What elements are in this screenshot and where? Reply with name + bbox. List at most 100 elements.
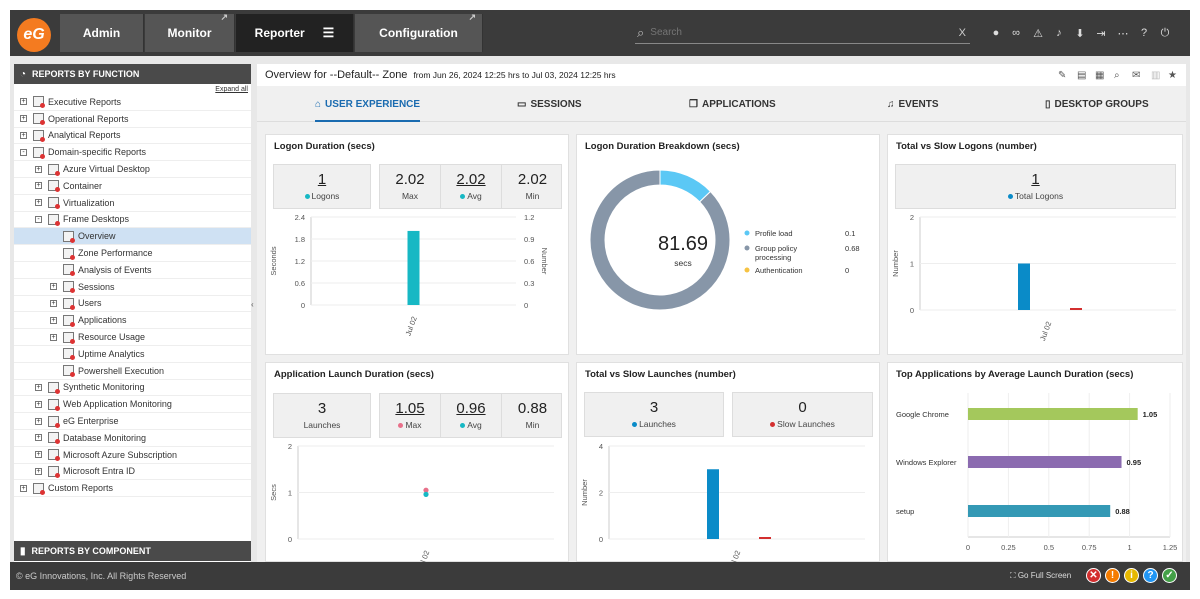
tab-events-label: EVENTS bbox=[898, 99, 939, 110]
reports-by-component-header[interactable]: ▮ REPORTS BY COMPONENT bbox=[14, 541, 251, 561]
total-logons-value[interactable]: 1 bbox=[1031, 171, 1040, 188]
expand-toggle-icon[interactable]: + bbox=[35, 467, 42, 475]
y-tick-label: 1 bbox=[910, 260, 914, 269]
legend-label: Authentication bbox=[755, 266, 803, 275]
zoom-icon[interactable]: ⌕ bbox=[1114, 70, 1120, 81]
tree-item[interactable]: + eG Enterprise bbox=[14, 413, 251, 430]
y-tick-label: 4 bbox=[599, 443, 603, 451]
x-tick-label: 0 bbox=[966, 543, 970, 552]
excel-icon[interactable]: ▥ bbox=[1151, 70, 1161, 81]
expand-toggle-icon[interactable]: + bbox=[50, 333, 57, 341]
avg-value[interactable]: 2.02 bbox=[456, 171, 486, 188]
star-icon[interactable]: ★ bbox=[1168, 70, 1177, 81]
tree-item[interactable]: + Analytical Reports bbox=[14, 128, 251, 145]
expand-toggle-icon[interactable]: + bbox=[20, 98, 27, 106]
tree-item[interactable]: + Resource Usage bbox=[14, 329, 251, 346]
logons-value[interactable]: 1 bbox=[317, 171, 327, 188]
tree-item[interactable]: + Custom Reports bbox=[14, 480, 251, 498]
avg-value[interactable]: 0.96 bbox=[456, 400, 486, 417]
expand-toggle-icon[interactable]: + bbox=[50, 316, 57, 324]
expand-toggle-icon[interactable]: + bbox=[35, 417, 42, 425]
power-icon[interactable]: ⏻ bbox=[1160, 26, 1170, 39]
tree-item[interactable]: - Frame Desktops bbox=[14, 212, 251, 229]
tab-applications[interactable]: ❐ APPLICATIONS bbox=[689, 94, 776, 122]
tab-configuration[interactable]: Configuration ↗ bbox=[355, 12, 483, 52]
legend-label-cont: processing bbox=[755, 253, 791, 262]
tab-events[interactable]: ♫ EVENTS bbox=[887, 94, 939, 122]
clear-search-icon[interactable]: X bbox=[958, 26, 966, 39]
export-icon[interactable]: ▦ bbox=[1095, 70, 1105, 81]
warning-icon[interactable]: ⚠ bbox=[1033, 27, 1043, 40]
expand-toggle-icon[interactable]: + bbox=[35, 451, 42, 459]
expand-toggle-icon[interactable]: + bbox=[50, 283, 57, 291]
avg-kpi: 0.96 Avg bbox=[441, 394, 502, 437]
user-icon[interactable]: ● bbox=[992, 27, 1000, 39]
tree-item[interactable]: + Users bbox=[14, 296, 251, 313]
expand-toggle-icon[interactable]: - bbox=[20, 148, 27, 156]
expand-toggle-icon[interactable]: + bbox=[20, 115, 27, 123]
tree-item[interactable]: + Applications bbox=[14, 312, 251, 330]
date-range: from Jun 26, 2024 12:25 hrs to Jul 03, 2… bbox=[413, 70, 616, 80]
eg-logo[interactable]: eG bbox=[17, 18, 51, 52]
tree-item[interactable]: - Domain-specific Reports bbox=[14, 144, 251, 162]
tree-item[interactable]: + Sessions bbox=[14, 279, 251, 296]
tree-item[interactable]: + Database Monitoring bbox=[14, 430, 251, 447]
tree-item-label: Container bbox=[63, 180, 103, 191]
expand-toggle-icon[interactable]: + bbox=[35, 182, 42, 190]
tree-item[interactable]: + Container bbox=[14, 178, 251, 195]
bell-icon[interactable]: ♪ bbox=[1056, 27, 1062, 39]
expand-toggle-icon[interactable]: + bbox=[35, 400, 42, 408]
download-icon[interactable]: ⬇ bbox=[1075, 27, 1085, 40]
duration-kpi: 2.02 Max 2.02 Avg 2.02 Min bbox=[379, 164, 562, 209]
tree-item[interactable]: + Microsoft Azure Subscription bbox=[14, 447, 251, 464]
expand-toggle-icon[interactable]: + bbox=[35, 383, 42, 391]
more-icon[interactable]: ⋯ bbox=[1117, 27, 1129, 40]
tree-item-label: Analysis of Events bbox=[78, 264, 152, 275]
tree-item[interactable]: + Operational Reports bbox=[14, 111, 251, 128]
tree-item[interactable]: + Web Application Monitoring bbox=[14, 396, 251, 414]
normal-status-icon[interactable]: ✓ bbox=[1162, 568, 1177, 583]
go-full-screen-button[interactable]: ⛶ Go Full Screen bbox=[1010, 571, 1071, 581]
tab-user-experience[interactable]: ⌂ USER EXPERIENCE bbox=[315, 94, 421, 122]
tree-item[interactable]: + Microsoft Entra ID bbox=[14, 464, 251, 481]
tree-item[interactable]: Zone Performance bbox=[14, 245, 251, 262]
hamburger-menu-icon[interactable]: ☰ bbox=[322, 25, 335, 40]
tree-item[interactable]: Analysis of Events bbox=[14, 262, 251, 279]
y-axis-label: Secs bbox=[269, 484, 278, 501]
tab-sessions[interactable]: ▭ SESSIONS bbox=[517, 94, 582, 122]
login-icon[interactable]: ⇥ bbox=[1096, 27, 1106, 40]
tree-item[interactable]: + Azure Virtual Desktop bbox=[14, 161, 251, 178]
expand-toggle-icon[interactable]: + bbox=[20, 484, 27, 492]
reports-by-function-header[interactable]: ◔ REPORTS BY FUNCTION bbox=[14, 64, 251, 84]
expand-toggle-icon[interactable]: + bbox=[35, 434, 42, 442]
tree-item[interactable]: + Executive Reports bbox=[14, 94, 251, 111]
help-icon[interactable]: ? bbox=[1140, 27, 1148, 39]
critical-alarm-icon[interactable]: ✕ bbox=[1086, 568, 1101, 583]
edit-icon[interactable]: ✎ bbox=[1058, 70, 1067, 81]
tab-desktop-groups[interactable]: ▯ DESKTOP GROUPS bbox=[1045, 94, 1149, 122]
mail-icon[interactable]: ✉ bbox=[1132, 70, 1141, 81]
expand-all-link[interactable]: Expand all bbox=[215, 86, 248, 93]
tree-item[interactable]: + Virtualization bbox=[14, 195, 251, 212]
max-value[interactable]: 1.05 bbox=[395, 400, 425, 417]
tab-admin[interactable]: Admin bbox=[60, 14, 144, 52]
expand-toggle-icon[interactable]: - bbox=[35, 215, 42, 223]
tab-reporter[interactable]: Reporter ☰ bbox=[236, 14, 354, 52]
expand-toggle-icon[interactable]: + bbox=[50, 299, 57, 307]
tree-item[interactable]: + Synthetic Monitoring bbox=[14, 380, 251, 397]
major-alarm-icon[interactable]: ! bbox=[1105, 568, 1120, 583]
expand-toggle-icon[interactable]: + bbox=[35, 165, 42, 173]
minor-alarm-icon[interactable]: i bbox=[1124, 568, 1139, 583]
search-input[interactable] bbox=[650, 27, 959, 38]
collapse-sidebar-icon[interactable]: ‹ bbox=[251, 300, 254, 309]
link-icon[interactable]: ∞ bbox=[1012, 27, 1020, 39]
tree-item[interactable]: Overview bbox=[14, 228, 251, 246]
tab-monitor[interactable]: Monitor ↗ bbox=[145, 12, 235, 52]
expand-toggle-icon[interactable]: + bbox=[35, 199, 42, 207]
unknown-status-icon[interactable]: ? bbox=[1143, 568, 1158, 583]
pdf-icon[interactable]: ▤ bbox=[1077, 70, 1087, 81]
tree-item[interactable]: Uptime Analytics bbox=[14, 346, 251, 363]
tree-item[interactable]: Powershell Execution bbox=[14, 363, 251, 380]
max-label: Max bbox=[405, 420, 422, 430]
expand-toggle-icon[interactable]: + bbox=[20, 131, 27, 139]
